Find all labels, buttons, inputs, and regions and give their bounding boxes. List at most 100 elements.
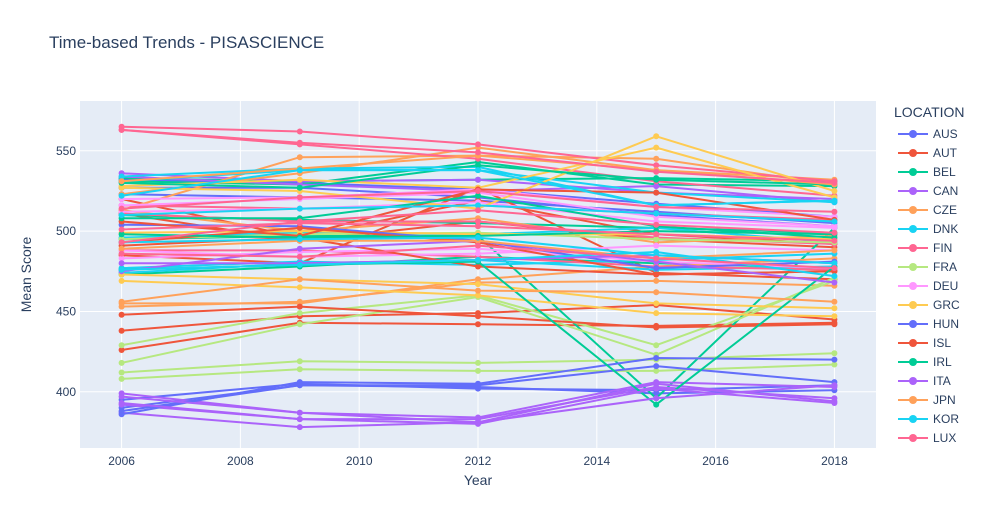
data-point[interactable] xyxy=(296,366,303,373)
data-point[interactable] xyxy=(296,205,303,212)
data-point[interactable] xyxy=(475,281,481,288)
data-point[interactable] xyxy=(831,361,838,368)
data-point[interactable] xyxy=(296,167,303,174)
data-point[interactable] xyxy=(118,359,125,366)
data-point[interactable] xyxy=(296,298,303,305)
data-point[interactable] xyxy=(653,133,660,140)
data-point[interactable] xyxy=(831,260,838,267)
legend-item-ita[interactable]: ITA xyxy=(894,371,965,390)
data-point[interactable] xyxy=(653,390,660,397)
data-point[interactable] xyxy=(653,221,660,228)
data-point[interactable] xyxy=(475,149,481,156)
data-point[interactable] xyxy=(296,276,303,283)
data-point[interactable] xyxy=(653,367,660,374)
data-point[interactable] xyxy=(831,395,838,402)
data-point[interactable] xyxy=(653,324,660,331)
data-point[interactable] xyxy=(296,236,303,243)
data-point[interactable] xyxy=(653,277,660,284)
data-point[interactable] xyxy=(653,242,660,249)
data-point[interactable] xyxy=(831,208,838,215)
data-point[interactable] xyxy=(118,178,125,185)
data-point[interactable] xyxy=(653,355,660,361)
data-point[interactable] xyxy=(118,239,125,246)
data-point[interactable] xyxy=(475,263,481,270)
data-point[interactable] xyxy=(296,139,303,146)
data-point[interactable] xyxy=(118,347,125,353)
legend-item-fin[interactable]: FIN xyxy=(894,238,965,257)
legend-item-kor[interactable]: KOR xyxy=(894,409,965,428)
data-point[interactable] xyxy=(653,236,660,243)
data-point[interactable] xyxy=(118,369,125,376)
data-point[interactable] xyxy=(475,257,481,263)
data-point[interactable] xyxy=(653,144,660,151)
data-point[interactable] xyxy=(653,271,660,278)
legend-item-hun[interactable]: HUN xyxy=(894,314,965,333)
data-point[interactable] xyxy=(831,313,838,320)
data-point[interactable] xyxy=(118,298,125,305)
data-point[interactable] xyxy=(296,321,303,328)
data-point[interactable] xyxy=(653,231,660,238)
data-point[interactable] xyxy=(475,287,481,294)
data-point[interactable] xyxy=(118,375,125,382)
data-point[interactable] xyxy=(118,408,125,415)
data-point[interactable] xyxy=(653,155,660,162)
data-point[interactable] xyxy=(296,284,303,291)
data-point[interactable] xyxy=(831,224,838,231)
data-point[interactable] xyxy=(118,212,125,219)
data-point[interactable] xyxy=(475,419,481,426)
data-point[interactable] xyxy=(831,305,838,312)
data-point[interactable] xyxy=(831,237,838,244)
data-point[interactable] xyxy=(475,242,481,249)
data-point[interactable] xyxy=(653,310,660,317)
series-group[interactable] xyxy=(118,123,838,431)
data-point[interactable] xyxy=(831,298,838,305)
data-point[interactable] xyxy=(831,356,838,363)
data-point[interactable] xyxy=(118,277,125,284)
data-point[interactable] xyxy=(831,229,838,236)
data-point[interactable] xyxy=(475,192,481,199)
data-point[interactable] xyxy=(296,382,303,389)
data-point[interactable] xyxy=(296,310,303,317)
legend-item-dnk[interactable]: DNK xyxy=(894,219,965,238)
data-point[interactable] xyxy=(475,367,481,374)
data-point[interactable] xyxy=(831,350,838,357)
data-point[interactable] xyxy=(118,245,125,252)
data-point[interactable] xyxy=(831,279,838,286)
data-point[interactable] xyxy=(475,223,481,230)
data-point[interactable] xyxy=(475,313,481,320)
legend-item-lux[interactable]: LUX xyxy=(894,428,965,447)
data-point[interactable] xyxy=(653,204,660,210)
data-point[interactable] xyxy=(475,382,481,389)
data-point[interactable] xyxy=(653,379,660,386)
data-point[interactable] xyxy=(296,224,303,231)
data-point[interactable] xyxy=(475,176,481,183)
data-point[interactable] xyxy=(475,250,481,257)
data-point[interactable] xyxy=(475,167,481,174)
data-point[interactable] xyxy=(296,218,303,225)
legend-item-fra[interactable]: FRA xyxy=(894,257,965,276)
data-point[interactable] xyxy=(653,265,660,272)
data-point[interactable] xyxy=(296,253,303,260)
data-point[interactable] xyxy=(831,382,838,389)
data-point[interactable] xyxy=(296,261,303,268)
data-point[interactable] xyxy=(653,395,660,402)
data-point[interactable] xyxy=(475,218,481,225)
data-point[interactable] xyxy=(296,303,303,310)
data-point[interactable] xyxy=(653,176,660,183)
data-point[interactable] xyxy=(653,385,660,392)
data-point[interactable] xyxy=(475,359,481,366)
data-point[interactable] xyxy=(653,168,660,175)
data-point[interactable] xyxy=(653,162,660,169)
data-point[interactable] xyxy=(475,234,481,241)
data-point[interactable] xyxy=(118,342,125,349)
data-point[interactable] xyxy=(653,189,660,196)
data-point[interactable] xyxy=(475,207,481,214)
data-point[interactable] xyxy=(653,300,660,307)
data-point[interactable] xyxy=(118,250,125,257)
data-point[interactable] xyxy=(653,249,660,255)
data-point[interactable] xyxy=(296,409,303,416)
series-kor[interactable] xyxy=(118,167,838,280)
data-point[interactable] xyxy=(475,141,481,148)
data-point[interactable] xyxy=(653,183,660,190)
data-point[interactable] xyxy=(118,205,125,212)
